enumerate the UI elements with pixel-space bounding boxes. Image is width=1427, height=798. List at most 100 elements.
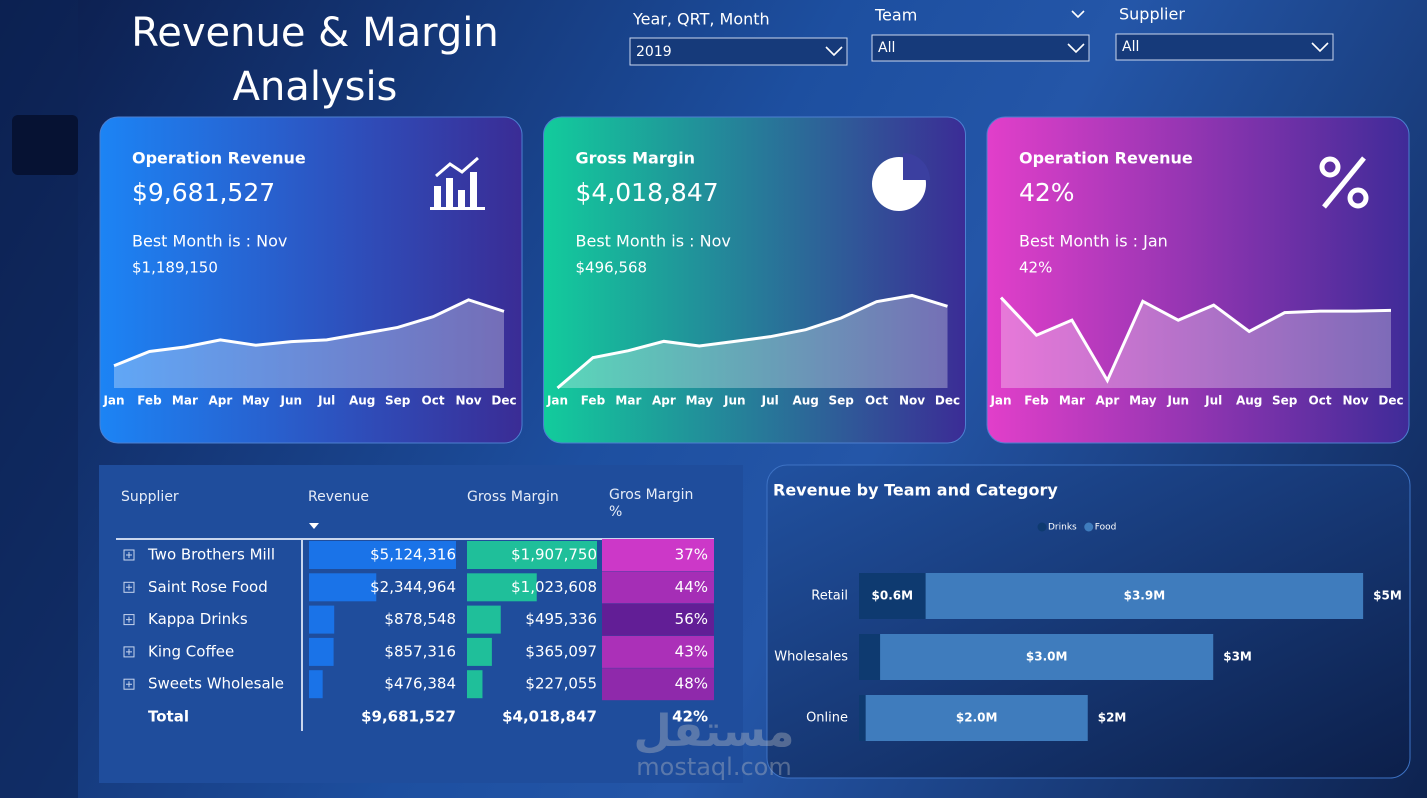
x-tick-label: Feb [581,394,606,408]
margin-cell: $495,336 [525,610,597,628]
revenue-cell: $857,316 [384,642,456,660]
dropdown[interactable] [871,34,1090,62]
pct-cell: 44% [675,578,708,596]
card-best-month: Best Month is : Nov [576,232,731,251]
chevron [1311,42,1329,53]
x-tick-label: Nov [899,394,925,408]
column-header: Revenue [308,489,369,505]
supplier-cell: Two Brothers Mill [147,546,275,564]
expand-icon [123,614,135,626]
chevron [1067,43,1085,54]
supplier-cell: Sweets Wholesale [148,675,284,693]
x-tick-label: Sep [1272,394,1298,408]
pct-cell: 43% [675,642,708,660]
card-best-month: Best Month is : Nov [132,232,287,251]
x-tick-label: Mar [1059,394,1085,408]
card-value: $4,018,847 [576,178,719,207]
value-label: $3.9M [1124,589,1166,603]
data-bar [467,670,483,699]
total-cell: 42% [672,708,708,726]
data-bar [309,605,335,634]
side-tab [12,115,78,175]
area [557,295,948,388]
margin-cell: $365,097 [525,642,597,660]
card-title: Operation Revenue [1019,149,1193,168]
value-label: $2.0M [956,711,998,725]
pct-cell-bg [602,635,714,668]
pie-icon [872,153,930,211]
supplier-cell: Kappa Drinks [148,610,248,628]
total-cell: $9,681,527 [361,708,456,726]
x-tick-label: Jul [1204,394,1222,408]
page-title: Revenue & Margin Analysis [131,10,499,110]
watermark-text: mostaql.com [636,753,791,781]
expand-plus [126,616,132,623]
x-tick-label: Mar [172,394,198,408]
x-tick-label: Apr [652,394,676,408]
margin-cell: $227,055 [525,675,597,693]
x-tick-label: Jun [723,394,746,408]
x-tick-label: Jan [102,394,124,408]
data-bar [309,670,323,699]
x-tick-label: May [686,394,714,408]
expand-plus [126,552,132,558]
x-tick-label: Oct [1309,394,1332,408]
card-best-value: $1,189,150 [132,259,218,277]
x-tick-label: Sep [385,394,411,408]
line [999,296,1392,384]
card-best-value: 42% [1019,259,1052,277]
x-tick-label: Jul [317,394,335,408]
dropdown[interactable] [1115,33,1334,61]
x-tick-label: Aug [1236,394,1262,408]
column-header: Supplier [121,489,179,505]
chart-icon [430,156,485,210]
data-bar [309,637,334,666]
legend-label: Drinks [1048,523,1077,533]
revenue-cell: $5,124,316 [370,546,456,564]
data-bar [467,541,597,569]
data-bar [467,573,537,602]
card-title: Operation Revenue [132,149,306,168]
kpi-card [99,116,523,444]
data-bar [309,541,456,569]
chevron [825,46,843,57]
supplier-cell: King Coffee [148,642,234,660]
x-tick-label: Jan [546,394,568,408]
x-tick-label: Jun [279,394,302,408]
expand-plus [126,648,132,655]
revenue-cell: $476,384 [384,675,456,693]
total-label: $3M [1223,650,1252,664]
x-tick-label: Dec [935,394,960,408]
card-best-month: Best Month is : Jan [1019,232,1168,251]
x-tick-label: Jun [1166,394,1189,408]
x-tick-label: Feb [137,394,162,408]
expand-icon [123,581,135,593]
data-bar [467,605,501,634]
card-value: 42% [1019,178,1075,207]
x-tick-label: May [242,394,270,408]
card-title: Gross Margin [576,149,696,168]
y-tick-label: Wholesales [774,650,848,665]
x-tick-label: Oct [865,394,888,408]
data-bar [309,573,377,602]
dropdown[interactable] [629,37,848,66]
x-tick-label: Mar [615,394,641,408]
supplier-cell: Saint Rose Food [148,578,268,596]
expand-icon [123,678,135,690]
x-tick-label: Feb [1024,394,1049,408]
total-label: Total [148,708,189,726]
filter-value: 2019 [636,44,672,60]
x-tick-label: Sep [828,394,854,408]
pct-cell-bg [602,603,714,636]
percent-icon [1319,156,1369,209]
x-tick-label: Oct [422,394,445,408]
card-value: $9,681,527 [132,178,275,207]
x-tick-label: Apr [1095,394,1119,408]
bar-segment [859,573,926,619]
kpi-card [986,116,1410,444]
chart-title: Revenue by Team and Category [773,481,1058,500]
kpi-card [543,116,966,444]
margin-cell: $1,907,750 [511,546,597,564]
